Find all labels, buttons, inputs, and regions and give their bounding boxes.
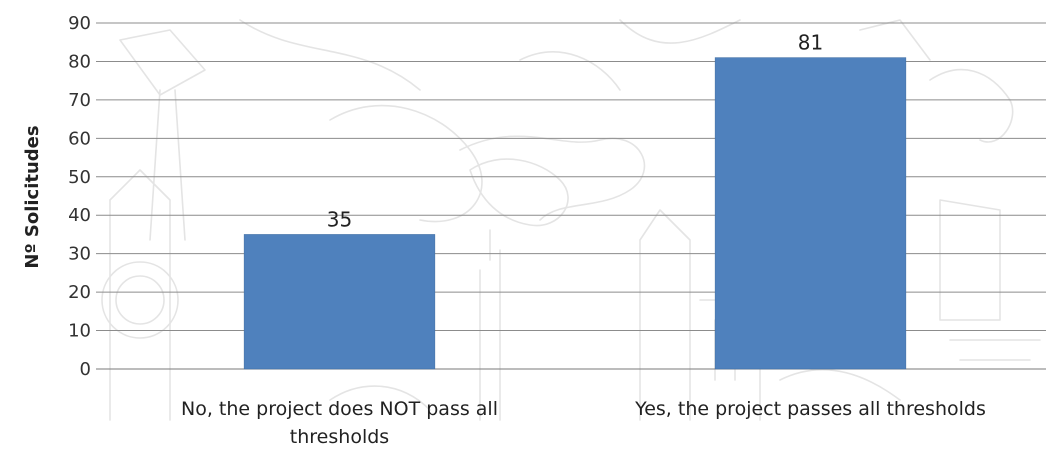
bars <box>243 57 907 370</box>
y-tick-label: 80 <box>68 51 91 72</box>
data-label: 81 <box>798 31 823 55</box>
y-tick-label: 90 <box>68 13 91 34</box>
x-category-labels: No, the project does NOT pass all thresho… <box>181 398 986 448</box>
y-tick-label: 70 <box>68 90 91 111</box>
bar <box>714 57 907 370</box>
y-tick-label: 0 <box>80 359 91 380</box>
bar <box>243 234 436 370</box>
y-tick-label: 60 <box>68 128 91 149</box>
y-tick-label: 50 <box>68 167 91 188</box>
x-category-label: Yes, the project passes all thresholds <box>634 398 986 420</box>
y-tick-label: 40 <box>68 205 91 226</box>
background-illustration <box>101 19 1041 421</box>
y-tick-label: 10 <box>68 321 91 342</box>
data-labels: 35 81 <box>327 31 823 232</box>
y-tick-label: 20 <box>68 282 91 303</box>
y-axis-title: Nº Solicitudes <box>22 125 43 268</box>
x-category-label: No, the project does NOT pass all thresho… <box>181 398 498 448</box>
y-tick-label: 30 <box>68 244 91 265</box>
data-label: 35 <box>327 207 352 231</box>
y-tick-labels: 0 10 20 30 40 50 60 70 80 90 <box>68 13 91 380</box>
